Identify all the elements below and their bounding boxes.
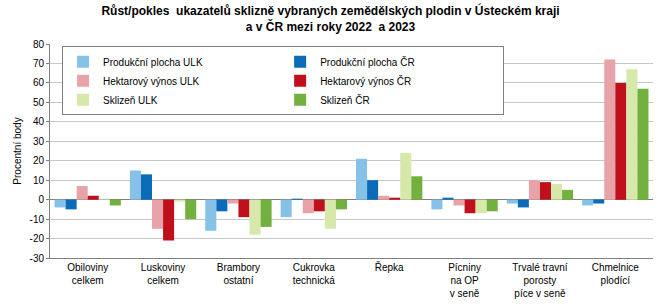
svg-text:10: 10 <box>33 175 45 186</box>
svg-text:50: 50 <box>33 97 45 108</box>
svg-text:Chmelniceplodící: Chmelniceplodící <box>592 262 640 286</box>
svg-text:70: 70 <box>33 58 45 69</box>
svg-text:Pícninyna OPv seně: Pícninyna OPv seně <box>448 262 481 299</box>
svg-text:30: 30 <box>33 136 45 147</box>
svg-text:80: 80 <box>33 39 45 50</box>
svg-text:-30: -30 <box>30 253 45 264</box>
svg-text:0: 0 <box>38 194 44 205</box>
svg-text:Obilovinycelkem: Obilovinycelkem <box>67 262 108 286</box>
svg-text:20: 20 <box>33 155 45 166</box>
svg-text:Řepka: Řepka <box>375 261 404 273</box>
svg-text:-20: -20 <box>30 233 45 244</box>
svg-text:Trvalé travníporostypíce v sen: Trvalé travníporostypíce v seně <box>512 262 567 299</box>
svg-text:Růst/pokles ukazatelů sklizně: Růst/pokles ukazatelů sklizně vybraných … <box>101 3 559 34</box>
svg-text:40: 40 <box>33 116 45 127</box>
svg-text:Procentní body: Procentní body <box>12 117 23 184</box>
svg-text:Produkční plocha ČR: Produkční plocha ČR <box>320 56 415 68</box>
svg-text:Hektarový výnos ULK: Hektarový výnos ULK <box>103 76 199 87</box>
svg-text:Cukrovkatechnická: Cukrovkatechnická <box>293 262 336 286</box>
svg-text:Sklizeň ČR: Sklizeň ČR <box>320 94 369 106</box>
svg-text:60: 60 <box>33 77 45 88</box>
svg-text:Luskovinycelkem: Luskovinycelkem <box>141 262 185 286</box>
svg-text:Hektarový výnos ČR: Hektarový výnos ČR <box>320 75 411 87</box>
svg-text:Bramboryostatní: Bramboryostatní <box>217 262 260 286</box>
svg-text:Sklizeň ULK: Sklizeň ULK <box>103 95 158 106</box>
svg-text:Produkční plocha ULK: Produkční plocha ULK <box>103 57 203 68</box>
svg-text:-10: -10 <box>30 214 45 225</box>
